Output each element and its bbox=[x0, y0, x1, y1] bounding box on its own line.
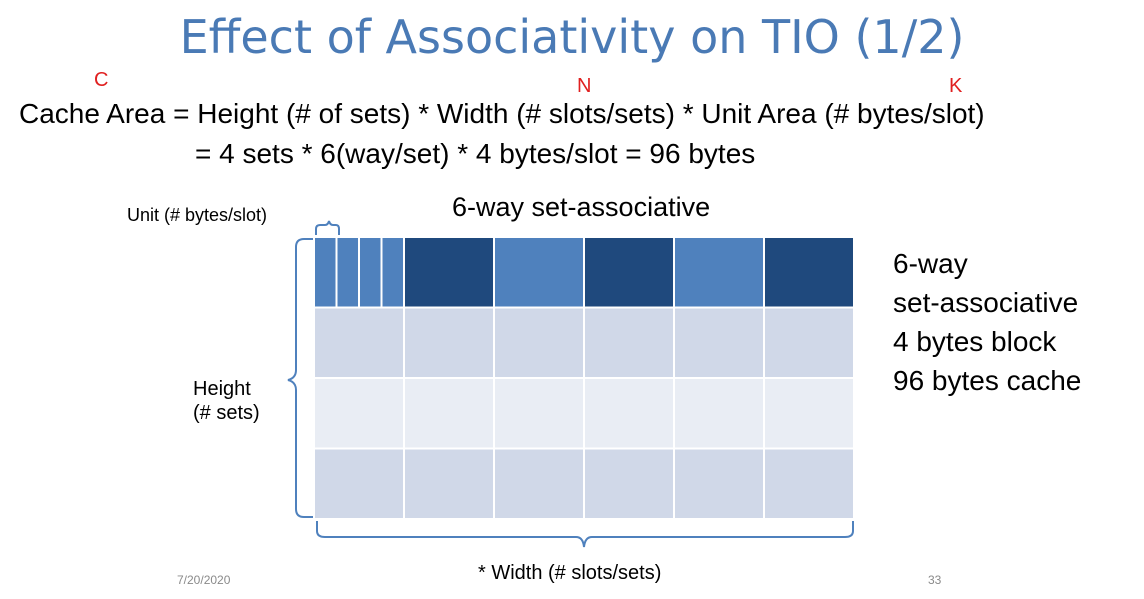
cache-slot-set0-way5 bbox=[765, 238, 853, 307]
diagram-title: 6-way set-associative bbox=[452, 192, 711, 222]
unit-label: Unit (# bytes/slot) bbox=[127, 205, 268, 225]
cache-slot-set1-way3 bbox=[585, 308, 673, 377]
var-k-label: K bbox=[949, 75, 963, 97]
var-n-label: N bbox=[577, 75, 592, 97]
side-line-4: 96 bytes cache bbox=[893, 365, 1082, 396]
cache-slot-set0-way4 bbox=[675, 238, 763, 307]
cache-slot-set2-way0 bbox=[315, 379, 403, 448]
cache-slot-set3-way2 bbox=[495, 449, 583, 518]
height-bracket bbox=[287, 238, 313, 518]
cache-slot-set2-way3 bbox=[585, 379, 673, 448]
side-line-1: 6-way bbox=[893, 248, 968, 279]
unit-bracket bbox=[315, 220, 340, 235]
slide-title: Effect of Associativity on TIO (1/2) bbox=[179, 10, 965, 64]
height-label-line-1: Height bbox=[193, 378, 251, 400]
cache-slot-set1-way5 bbox=[765, 308, 853, 377]
side-description: 6-way set-associative 4 bytes block 96 b… bbox=[893, 244, 1081, 400]
cache-slot-set2-way5 bbox=[765, 379, 853, 448]
cache-slot-set1-way4 bbox=[675, 308, 763, 377]
cache-slot-set3-way3 bbox=[585, 449, 673, 518]
formula-line-2: = 4 sets * 6(way/set) * 4 bytes/slot = 9… bbox=[195, 138, 756, 169]
cache-slot-set1-way1 bbox=[405, 308, 493, 377]
height-label-line-2: (# sets) bbox=[193, 402, 260, 424]
formula-line-1: Cache Area = Height (# of sets) * Width … bbox=[19, 98, 985, 129]
cache-slot-set3-way5 bbox=[765, 449, 853, 518]
width-bracket bbox=[316, 521, 854, 548]
var-c-label: C bbox=[94, 69, 109, 91]
cache-slot-set1-way0 bbox=[315, 308, 403, 377]
cache-slot-set2-way2 bbox=[495, 379, 583, 448]
width-label: * Width (# slots/sets) bbox=[478, 562, 662, 584]
cache-slot-set3-way0 bbox=[315, 449, 403, 518]
cache-slot-set0-way3 bbox=[585, 238, 673, 307]
height-label: Height (# sets) bbox=[193, 377, 260, 425]
cache-slot-set2-way1 bbox=[405, 379, 493, 448]
cache-slot-set3-way1 bbox=[405, 449, 493, 518]
cache-grid bbox=[315, 238, 853, 518]
side-line-2: set-associative bbox=[893, 287, 1079, 318]
slide-date: 7/20/2020 bbox=[177, 573, 231, 587]
cache-slot-set0-way2 bbox=[495, 238, 583, 307]
cache-slot-set0-way1 bbox=[405, 238, 493, 307]
cache-slot-set2-way4 bbox=[675, 379, 763, 448]
side-line-3: 4 bytes block bbox=[893, 326, 1057, 357]
page-number: 33 bbox=[928, 573, 942, 587]
cache-slot-set1-way2 bbox=[495, 308, 583, 377]
cache-slot-set3-way4 bbox=[675, 449, 763, 518]
